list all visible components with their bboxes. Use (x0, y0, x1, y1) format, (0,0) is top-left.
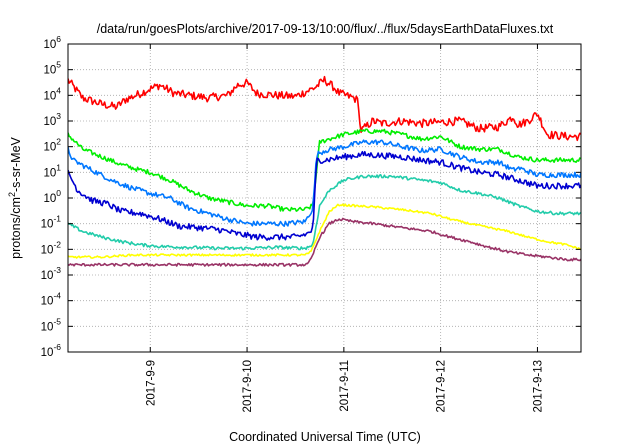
y-tick-label-exp: 2 (56, 137, 61, 147)
y-tick-label: 10-5 (41, 316, 62, 333)
y-tick-label-base: 10 (41, 347, 54, 359)
y-axis-label-sup: 2 (7, 192, 17, 197)
y-tick-label-base: 10 (41, 219, 54, 231)
grid (68, 44, 581, 352)
y-tick-label: 105 (43, 60, 61, 77)
y-tick-label-base: 10 (43, 167, 56, 179)
series-group (68, 75, 581, 267)
y-tick-label: 101 (43, 162, 61, 179)
y-tick-label-base: 10 (41, 270, 54, 282)
y-tick-label-exp: 4 (56, 85, 61, 95)
y-tick-label: 10-3 (41, 265, 62, 282)
x-tick-label: 2017-9-13 (532, 360, 544, 412)
axis-ticks (68, 43, 581, 353)
y-axis-label-rest: -s-sr-MeV (9, 136, 23, 192)
y-tick-label: 106 (43, 34, 61, 51)
y-tick-label-base: 10 (41, 296, 54, 308)
y-tick-label: 10-6 (41, 342, 62, 359)
y-tick-label: 100 (43, 188, 61, 205)
y-tick-label-base: 10 (43, 116, 56, 128)
y-tick-label: 10-4 (41, 291, 62, 308)
y-tick-label-base: 10 (41, 244, 54, 256)
y-tick-label-base: 10 (43, 142, 56, 154)
x-axis-label: Coordinated Universal Time (UTC) (229, 430, 421, 444)
y-tick-label-exp: -5 (53, 316, 61, 326)
y-tick-label-base: 10 (43, 39, 56, 51)
y-tick-label-exp: 0 (56, 188, 61, 198)
y-tick-label: 104 (43, 85, 61, 102)
y-tick-label: 10-2 (41, 239, 62, 256)
y-tick-label-base: 10 (43, 65, 56, 77)
x-tick-label: 2017-9-9 (145, 360, 157, 406)
y-tick-label-exp: 6 (56, 34, 61, 44)
x-tick-labels: 2017-9-9 2017-9-10 2017-9-11 2017-9-12 2017-… (145, 360, 544, 412)
y-tick-label-exp: -6 (53, 342, 61, 352)
flux-series-5 (68, 174, 581, 251)
flux-series-4 (68, 150, 581, 241)
y-tick-label-exp: -1 (53, 214, 61, 224)
y-tick-label-base: 10 (43, 90, 56, 102)
y-axis-label: protons/cm2-s-sr-MeV (7, 136, 23, 258)
y-tick-label: 103 (43, 111, 61, 128)
flux-series-7 (68, 217, 581, 267)
flux-series-2 (68, 128, 581, 212)
y-axis-label-base: protons/cm (9, 197, 23, 259)
y-tick-label-exp: -3 (53, 265, 61, 275)
y-tick-label: 102 (43, 137, 61, 154)
y-tick-labels: 10610510410310210110010-110-210-310-410-… (41, 34, 62, 359)
flux-series-6 (68, 203, 581, 259)
flux-series-1 (68, 75, 581, 142)
chart-title: /data/run/goesPlots/archive/2017-09-13/1… (97, 22, 554, 36)
y-tick-label-base: 10 (41, 321, 54, 333)
y-tick-label-exp: 3 (56, 111, 61, 121)
y-tick-label-exp: -2 (53, 239, 61, 249)
y-tick-label-base: 10 (43, 193, 56, 205)
y-tick-label-exp: 1 (56, 162, 61, 172)
y-tick-label-exp: 5 (56, 60, 61, 70)
x-tick-label: 2017-9-12 (436, 360, 448, 412)
x-tick-label: 2017-9-11 (339, 360, 351, 412)
y-tick-label-exp: -4 (53, 291, 61, 301)
flux-series-3 (68, 139, 581, 227)
y-tick-label: 10-1 (41, 214, 62, 231)
x-tick-label: 2017-9-10 (242, 360, 254, 412)
